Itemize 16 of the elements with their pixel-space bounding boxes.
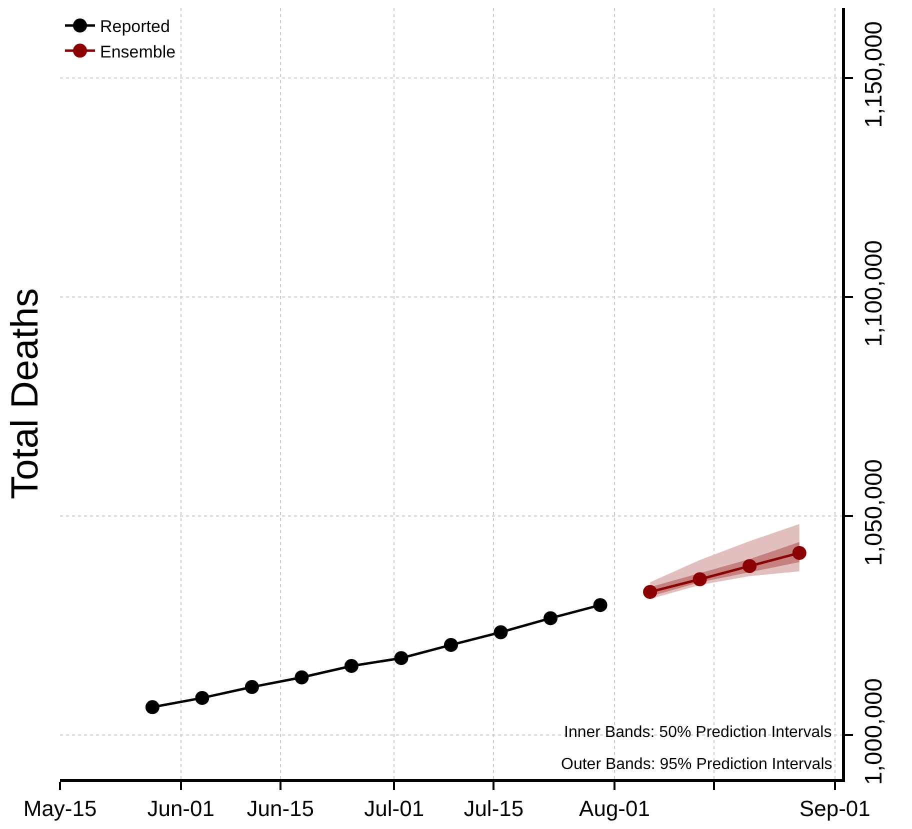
y-tick-label: 1,100,000 (860, 240, 888, 347)
x-tick-label: Jun-15 (246, 796, 314, 822)
y-tick-label: 1,000,000 (860, 678, 888, 785)
y-axis-title: Total Deaths (4, 288, 46, 500)
x-tick-label: Sep-01 (799, 796, 870, 822)
annotation: Outer Bands: 95% Prediction Intervals (561, 756, 832, 773)
x-tick-label: Jul-15 (464, 796, 524, 822)
y-tick-label: 1,150,000 (860, 21, 888, 128)
x-tick-label: May-15 (23, 796, 97, 822)
y-tick-label: 1,050,000 (860, 459, 888, 566)
legend-label: Ensemble (100, 42, 176, 62)
x-tick-label: Aug-01 (579, 796, 650, 822)
legend-label: Reported (100, 17, 170, 36)
x-tick-label: Jul-01 (364, 796, 424, 822)
x-tick-label: Jun-01 (147, 796, 214, 822)
annotation: Inner Bands: 50% Prediction Intervals (564, 724, 832, 741)
